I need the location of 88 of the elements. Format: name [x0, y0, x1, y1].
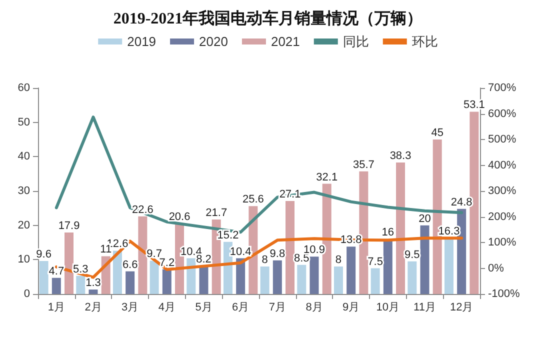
- bar: [76, 276, 86, 294]
- data-label: 4.7: [48, 265, 64, 278]
- legend-label: 同比: [342, 34, 369, 49]
- x-tick-label: 9月: [342, 302, 360, 314]
- legend-label: 2021: [270, 34, 300, 49]
- x-tick-label: 6月: [232, 302, 250, 314]
- x-tick-label: 4月: [158, 302, 176, 314]
- data-label: 8: [335, 254, 342, 266]
- x-tick-label: 11月: [414, 302, 436, 314]
- legend-label: 2020: [199, 34, 228, 49]
- bar: [334, 266, 343, 294]
- data-label: 10.4: [230, 246, 252, 258]
- data-label: 20: [418, 212, 431, 225]
- bar: [52, 278, 61, 294]
- x-tick-label: 1月: [48, 302, 65, 314]
- data-label: 15.2: [217, 229, 239, 242]
- legend-label: 环比: [412, 34, 438, 49]
- data-label: 8.2: [196, 253, 212, 266]
- x-tick-label: 12月: [450, 302, 474, 314]
- x-tick-label: 10月: [376, 302, 400, 314]
- y2-tick-label: -100%: [488, 288, 520, 300]
- y2-tick-label: 200%: [488, 210, 516, 223]
- x-tick-label: 3月: [122, 302, 139, 314]
- bar: [88, 290, 98, 294]
- data-label: 9.5: [404, 248, 420, 261]
- y2-tick-label: 0%: [488, 262, 504, 274]
- data-label: 8: [262, 254, 268, 266]
- data-label: 53.1: [463, 99, 485, 112]
- data-label: 13.8: [340, 234, 362, 246]
- data-label: 45: [431, 127, 444, 139]
- data-label: 7.2: [159, 256, 175, 269]
- bar: [370, 268, 380, 294]
- bar: [199, 266, 208, 294]
- data-label: 6.6: [122, 258, 138, 271]
- bar: [236, 258, 246, 294]
- data-label: 32.1: [316, 171, 338, 184]
- bar: [408, 261, 417, 294]
- x-tick-label: 7月: [268, 302, 286, 314]
- legend-label: 2019: [127, 34, 156, 49]
- bar: [396, 162, 406, 294]
- data-label: 35.7: [352, 158, 374, 171]
- bar: [112, 250, 122, 294]
- data-label: 38.3: [390, 150, 412, 162]
- y2-tick-label: 100%: [488, 236, 516, 248]
- bar: [64, 232, 74, 294]
- data-label: 24.8: [450, 196, 472, 208]
- y-tick-label: 60: [18, 82, 30, 94]
- bar: [420, 225, 430, 294]
- bar: [297, 264, 306, 294]
- y2-tick-label: 600%: [488, 108, 516, 120]
- y-tick-label: 50: [18, 116, 30, 128]
- y-tick-label: 30: [18, 185, 30, 197]
- chart-title: 2019-2021年我国电动车月销量情况（万辆）: [113, 10, 423, 28]
- data-label: 1.3: [86, 277, 101, 290]
- bar: [150, 260, 159, 294]
- y2-tick-label: 700%: [488, 82, 516, 94]
- bar: [186, 258, 196, 294]
- x-tick-label: 2月: [84, 302, 102, 314]
- data-label: 21.7: [206, 206, 228, 219]
- y-tick-label: 20: [18, 219, 30, 232]
- data-label: 16: [382, 226, 394, 239]
- data-label: 9.7: [146, 248, 162, 260]
- bar: [272, 260, 282, 294]
- bar: [39, 261, 48, 294]
- bar: [162, 269, 172, 294]
- data-label: 7.5: [368, 256, 383, 268]
- y-tick-label: 40: [18, 150, 30, 163]
- y2-tick-label: 500%: [488, 134, 516, 146]
- x-tick-label: 8月: [306, 302, 323, 314]
- bar: [138, 216, 148, 294]
- data-label: 20.6: [168, 210, 190, 223]
- data-label: 25.6: [242, 194, 264, 206]
- y-tick-label: 10: [18, 254, 30, 266]
- y2-tick-label: 400%: [488, 159, 516, 172]
- bar: [286, 200, 295, 294]
- data-label: 9.6: [36, 248, 52, 261]
- bar: [126, 271, 135, 294]
- data-label: 9.8: [270, 248, 286, 260]
- bar: [260, 266, 270, 294]
- bar: [310, 256, 319, 294]
- data-label: 17.9: [58, 220, 80, 232]
- y2-tick-label: 300%: [488, 185, 516, 197]
- bar: [383, 239, 392, 294]
- bar: [346, 246, 356, 294]
- y-tick-label: 0: [24, 288, 30, 300]
- bar: [444, 238, 454, 294]
- x-tick-label: 5月: [195, 302, 212, 314]
- data-label: 5.3: [73, 263, 88, 276]
